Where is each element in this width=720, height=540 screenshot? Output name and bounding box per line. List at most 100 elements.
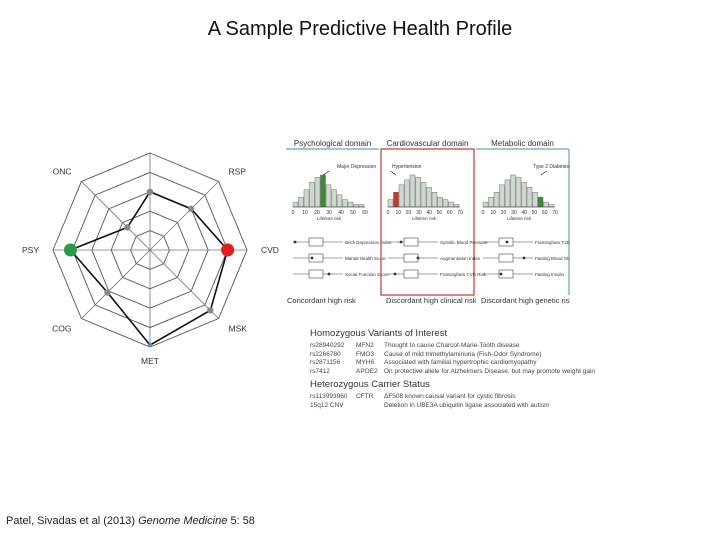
variant-description: ΔF508 known causal variant for cystic fi… — [384, 393, 516, 400]
row-marker — [399, 240, 403, 244]
hist-tick: 20 — [501, 210, 507, 216]
row-label: Framingham CVD Risk — [440, 272, 487, 277]
hist-tick: 60 — [447, 210, 453, 216]
radar-label-psy: PSY — [22, 245, 39, 255]
radar-spoke-onc — [81, 181, 151, 251]
hist-tick: 20 — [406, 210, 412, 216]
variant-description: Thought to cause Charcot-Marie-Tooth dis… — [384, 342, 520, 349]
panel-1: Psychological domain Major Depression 0 10 2… — [286, 139, 392, 305]
hist-tick: 70 — [457, 210, 463, 216]
row-marker — [293, 240, 297, 244]
hist-bar — [420, 182, 427, 208]
panel-annotation: Type 2 Diabetes — [533, 164, 570, 170]
hist-tick: 40 — [426, 210, 432, 216]
variant-row: rs28940292 MFN2 Thought to cause Charcot-M… — [310, 342, 610, 351]
panel-footer: Discordant high clinical risk — [386, 296, 477, 305]
hist-bar — [532, 192, 538, 208]
hist-tick: 10 — [491, 210, 497, 216]
hist-tick: 60 — [542, 210, 548, 216]
hist-bar — [292, 201, 299, 208]
hist-bar — [331, 189, 337, 208]
citation-ref: 5: 58 — [230, 515, 255, 527]
hist-xlabel: Lifetime risk — [412, 216, 437, 221]
radar-point-onc — [124, 224, 131, 231]
radar-label-cog: COG — [52, 323, 71, 333]
radar-point-met — [147, 342, 153, 348]
row-label: Systolic Blood Pressure — [440, 240, 488, 245]
variant-id: rs2871156 — [310, 359, 341, 366]
row-marker — [393, 272, 397, 276]
row-box — [403, 237, 419, 247]
annotation-arrow — [390, 170, 397, 176]
variant-row: rs2871156 MYH6 Associated with familial hy… — [310, 359, 610, 368]
variant-id: rs2266780 — [310, 350, 341, 358]
panel-footer: Concordant high risk — [287, 296, 356, 305]
radar-label-msk: MSK — [228, 323, 247, 333]
variant-row: rs2266780 FMO3 Cause of mild trimethylamin… — [310, 351, 610, 360]
hist-tick: 50 — [437, 210, 443, 216]
hist-tick: 10 — [302, 210, 308, 216]
row-label: Mental Health Score — [345, 256, 386, 261]
variant-id: rs7412 — [310, 367, 330, 375]
domain-panels: Psychological domain Major Depression 0 10 2… — [286, 139, 570, 305]
hist-bar — [336, 194, 343, 208]
hist-bar — [398, 184, 405, 208]
variant-id: rs28940292 — [310, 342, 345, 349]
carrier-title: Heterozygous Carrier Status — [310, 379, 430, 390]
radar-chart: IMMRSPCVDMSKMETCOGPSYONC — [22, 152, 279, 366]
hist-tick: 0 — [387, 210, 390, 216]
carrier-list: rs113993960 CFTR ΔF508 known causal varian… — [310, 393, 610, 410]
panel-title: Metabolic domain — [491, 139, 554, 148]
variant-description: Associated with familial hypertrophic ca… — [384, 359, 537, 366]
radar-point-cog — [104, 289, 111, 296]
row-marker — [416, 256, 420, 260]
radar-point-msk — [207, 307, 214, 314]
variant-gene — [356, 402, 384, 411]
radar-point-cvd — [221, 243, 235, 257]
hist-bar — [548, 204, 555, 208]
hist-bar — [303, 189, 310, 208]
radar-point-psy — [63, 243, 77, 257]
hist-bar — [342, 199, 348, 208]
variant-gene: CFTR — [356, 393, 374, 400]
hist-bar — [426, 187, 432, 208]
hist-tick: 50 — [532, 210, 538, 216]
variant-description: On protective allele for Alzheimers Dise… — [384, 367, 595, 375]
panel-title: Cardiovascular domain — [387, 139, 469, 148]
hist-bar — [387, 199, 394, 208]
hist-bar — [543, 201, 549, 208]
row-box — [403, 269, 419, 279]
hist-bar — [358, 204, 365, 208]
panel-annotation: Major Depression — [337, 164, 376, 170]
radar-label-met: MET — [141, 356, 159, 366]
panel-3: Metabolic domain Type 2 Diabetes 0 10 20 30 40… — [476, 139, 570, 305]
hist-tick: 30 — [511, 210, 517, 216]
hist-xlabel: Lifetime risk — [317, 216, 342, 221]
hist-tick: 10 — [396, 210, 402, 216]
annotation-arrow — [540, 170, 547, 176]
radar-spoke-msk — [149, 249, 219, 319]
hist-bar — [521, 182, 527, 208]
citation-authors: Patel, Sivadas et al (2013) — [6, 515, 136, 527]
row-marker — [310, 256, 314, 260]
variant-gene: FMO3 — [356, 350, 375, 358]
hist-xlabel: Lifetime risk — [507, 216, 532, 221]
radar-spoke-rsp — [149, 181, 219, 251]
annotation-arrow — [323, 170, 330, 176]
hist-tick: 0 — [292, 210, 295, 216]
hist-tick: 60 — [362, 210, 368, 216]
hist-bar — [515, 177, 522, 208]
variant-row: rs7412 APOE2 On protective allele for Alzh… — [310, 368, 610, 377]
row-box — [308, 237, 324, 247]
row-marker — [499, 272, 503, 276]
hist-bar — [448, 201, 454, 208]
row-label: Beck Depression Index — [345, 240, 392, 245]
row-label: Augmentation Index — [440, 256, 481, 261]
hist-bar — [442, 199, 449, 208]
row-marker — [522, 256, 526, 260]
hist-bar — [320, 174, 326, 208]
hist-bar — [488, 196, 494, 208]
hist-bar — [526, 187, 533, 208]
variant-description: Deletion in UBE3A ubiquitin ligase assoc… — [384, 401, 550, 409]
homozygous-list: rs28940292 MFN2 Thought to cause Charcot-M… — [310, 342, 610, 376]
